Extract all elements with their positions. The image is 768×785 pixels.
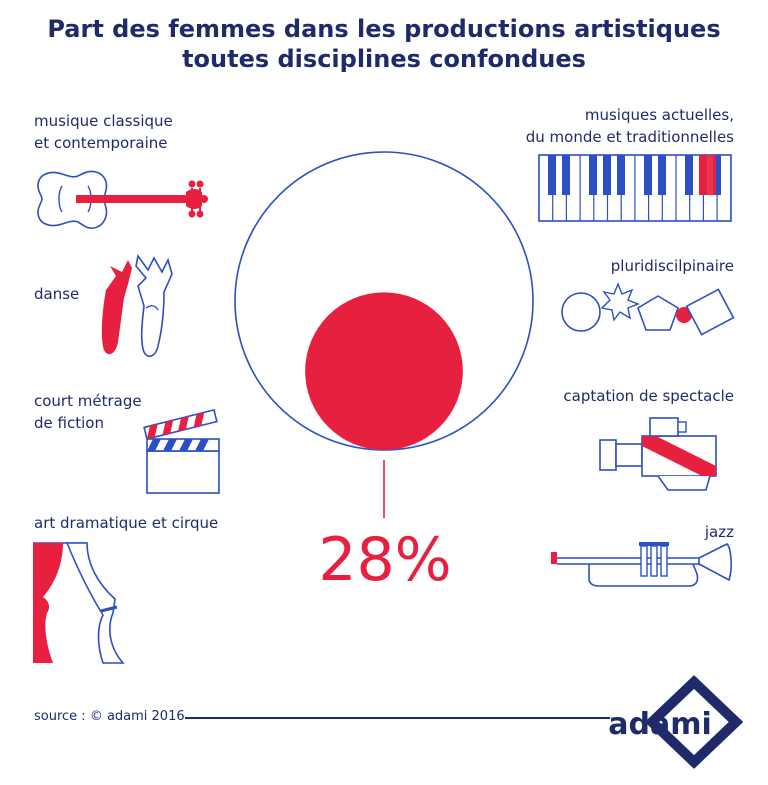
label-captation: captation de spectacle: [563, 385, 734, 407]
chart-title: Part des femmes dans les productions art…: [0, 14, 768, 74]
label-art-dramatique: art dramatique et cirque: [34, 512, 218, 534]
label-musiques-actuelles: musiques actuelles, du monde et traditio…: [526, 104, 734, 148]
label-line: et contemporaine: [34, 134, 168, 152]
logo-text: adami: [608, 707, 712, 742]
stage-curtain-icon: [33, 542, 125, 664]
label-line: captation de spectacle: [563, 387, 734, 405]
label-line: art dramatique et cirque: [34, 514, 219, 532]
video-camera-icon: [599, 417, 717, 491]
label-court-metrage: court métrage de fiction: [34, 390, 142, 434]
trumpet-icon: [551, 542, 732, 587]
clapperboard-icon: [143, 408, 220, 494]
label-line: de fiction: [34, 414, 104, 432]
title-line-2: toutes disciplines confondues: [182, 45, 586, 73]
title-line-1: Part des femmes dans les productions art…: [47, 15, 721, 43]
label-danse: danse: [34, 283, 79, 305]
piano-keyboard-icon: [538, 154, 732, 222]
label-jazz: jazz: [705, 521, 734, 543]
value-label: 28%: [318, 525, 452, 595]
label-line: jazz: [704, 523, 734, 541]
label-line: court métrage: [34, 392, 142, 410]
women-share-circle: [305, 292, 463, 450]
violin-icon: [37, 170, 208, 229]
adami-logo: adami: [608, 675, 744, 769]
label-line: du monde et traditionnelles: [525, 128, 734, 146]
source-note: source : © adami 2016: [34, 709, 185, 724]
label-line: musique classique: [34, 112, 173, 130]
ballet-shoes-icon: [101, 254, 173, 358]
source-divider: [185, 717, 610, 719]
label-pluridisciplinaire: pluridiscilpinaire: [611, 255, 734, 277]
label-musique-classique: musique classique et contemporaine: [34, 110, 173, 154]
shapes-icon: [561, 282, 735, 336]
label-line: danse: [34, 285, 80, 303]
label-line: musiques actuelles,: [584, 106, 734, 124]
label-line: pluridiscilpinaire: [610, 257, 734, 275]
